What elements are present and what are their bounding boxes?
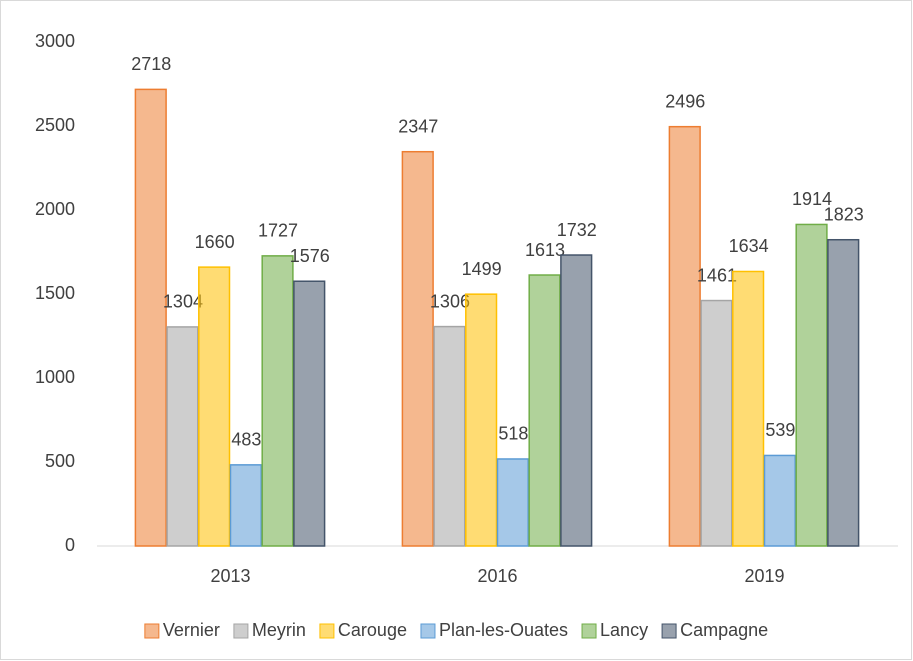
bar	[229, 464, 262, 547]
x-tick-label: 2019	[744, 566, 784, 586]
y-tick-label: 2000	[35, 199, 75, 219]
bar	[700, 299, 733, 547]
bar	[261, 255, 294, 547]
legend-swatch	[319, 623, 335, 639]
legend-label: Campagne	[680, 620, 768, 640]
data-label: 1461	[697, 265, 737, 285]
legend-swatch	[420, 623, 436, 639]
y-tick-label: 500	[45, 451, 75, 471]
data-label: 2718	[131, 54, 171, 74]
data-label: 1660	[195, 232, 235, 252]
y-tick-label: 3000	[35, 31, 75, 51]
y-tick-label: 0	[65, 535, 75, 555]
data-label: 1634	[729, 236, 769, 256]
legend-label: Vernier	[163, 620, 220, 640]
data-label: 2347	[398, 116, 438, 136]
bar	[166, 326, 199, 547]
data-label: 2496	[665, 91, 705, 111]
bar	[134, 88, 167, 547]
data-label: 483	[231, 430, 261, 450]
data-label: 518	[498, 424, 528, 444]
bar	[433, 325, 466, 547]
data-label: 1499	[462, 259, 502, 279]
bar	[401, 150, 434, 547]
legend-swatch	[233, 623, 249, 639]
bar	[668, 125, 701, 547]
legend-label: Carouge	[338, 620, 407, 640]
legend-label: Plan-les-Ouates	[439, 620, 568, 640]
data-label: 1727	[258, 221, 298, 241]
data-label: 1823	[824, 204, 864, 224]
bar	[763, 454, 796, 547]
y-tick-label: 1500	[35, 283, 75, 303]
bar	[827, 238, 860, 547]
data-label: 1304	[163, 292, 203, 312]
bar	[732, 270, 765, 547]
data-label: 1732	[557, 220, 597, 240]
bar	[496, 458, 529, 547]
legend-label: Meyrin	[252, 620, 306, 640]
y-tick-label: 2500	[35, 115, 75, 135]
data-label: 539	[765, 420, 795, 440]
legend-swatch	[144, 623, 160, 639]
data-label: 1914	[792, 189, 832, 209]
bar	[293, 280, 326, 547]
legend-swatch	[661, 623, 677, 639]
legend-label: Lancy	[600, 620, 648, 640]
bar	[560, 254, 593, 547]
x-tick-label: 2013	[210, 566, 250, 586]
data-label: 1613	[525, 240, 565, 260]
x-tick-label: 2016	[477, 566, 517, 586]
bar	[465, 293, 498, 547]
bar	[528, 274, 561, 547]
data-label: 1576	[290, 246, 330, 266]
bar	[198, 266, 231, 547]
legend-swatch	[581, 623, 597, 639]
data-label: 1306	[430, 291, 470, 311]
bar	[795, 223, 828, 547]
y-tick-label: 1000	[35, 367, 75, 387]
